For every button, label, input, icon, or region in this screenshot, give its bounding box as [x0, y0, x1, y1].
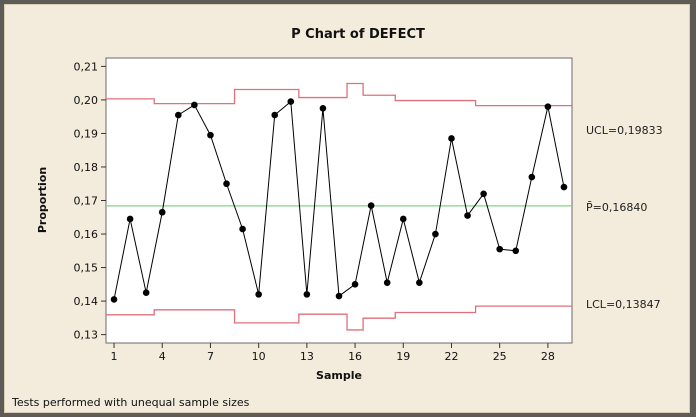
data-point — [255, 291, 262, 298]
data-point — [416, 279, 423, 286]
x-tick-label: 10 — [252, 350, 266, 363]
data-point — [367, 202, 375, 209]
ucl-label: UCL=0,19833 — [586, 124, 663, 137]
data-point — [464, 212, 471, 219]
data-point — [432, 230, 439, 238]
x-tick-label: 4 — [159, 350, 166, 363]
x-tick-label: 16 — [348, 350, 362, 363]
data-point — [110, 296, 118, 303]
x-tick-label: 13 — [300, 350, 314, 363]
y-tick-label: 0,21 — [74, 60, 99, 73]
data-point — [191, 101, 198, 109]
plot-area — [105, 57, 573, 344]
data-point — [239, 225, 246, 233]
data-point — [448, 135, 455, 142]
x-axis: 1 4 7 10 13 16 19 22 25 28 — [111, 343, 555, 363]
data-point — [175, 111, 182, 119]
data-point — [335, 292, 343, 300]
data-point — [223, 180, 230, 188]
data-point — [207, 131, 214, 139]
y-tick-label: 0,15 — [74, 262, 99, 275]
data-point — [303, 291, 311, 298]
x-tick-label: 1 — [111, 350, 118, 363]
data-point — [158, 208, 166, 216]
x-tick-label: 19 — [396, 350, 410, 363]
lcl-label: LCL=0,13847 — [586, 298, 661, 311]
data-point — [496, 245, 503, 253]
y-tick-label: 0,16 — [74, 228, 99, 241]
data-point — [142, 289, 150, 297]
data-point — [399, 215, 407, 223]
data-point — [287, 98, 295, 105]
data-point — [528, 173, 536, 181]
y-tick-label: 0,19 — [74, 127, 99, 140]
data-point — [319, 104, 327, 112]
x-tick-label: 22 — [444, 350, 458, 363]
center-line-label: P̄=0,16840 — [586, 201, 647, 214]
lcl-line — [106, 305, 572, 331]
y-tick-label: 0,20 — [74, 94, 99, 107]
data-point — [560, 183, 568, 191]
y-axis: 0,13 0,14 0,15 0,16 0,17 0,18 0,19 0,20 0,21 — [74, 60, 106, 342]
data-point — [126, 215, 134, 223]
data-point — [351, 281, 359, 288]
data-series — [110, 98, 568, 303]
chart-title: P Chart of DEFECT — [291, 27, 425, 42]
y-tick-label: 0,17 — [74, 195, 99, 208]
footnote: Tests performed with unequal sample size… — [11, 396, 250, 409]
data-point — [544, 103, 552, 110]
x-axis-title: Sample — [316, 369, 362, 382]
data-point — [512, 247, 520, 255]
y-tick-label: 0,14 — [74, 295, 99, 308]
x-tick-label: 7 — [207, 350, 214, 363]
y-tick-label: 0,13 — [74, 329, 99, 342]
data-point — [271, 111, 279, 119]
x-tick-label: 25 — [493, 350, 507, 363]
y-axis-title: Proportion — [36, 167, 49, 233]
data-point — [383, 279, 391, 286]
y-tick-label: 0,18 — [74, 161, 99, 174]
x-tick-label: 28 — [541, 350, 555, 363]
data-point — [480, 190, 487, 198]
